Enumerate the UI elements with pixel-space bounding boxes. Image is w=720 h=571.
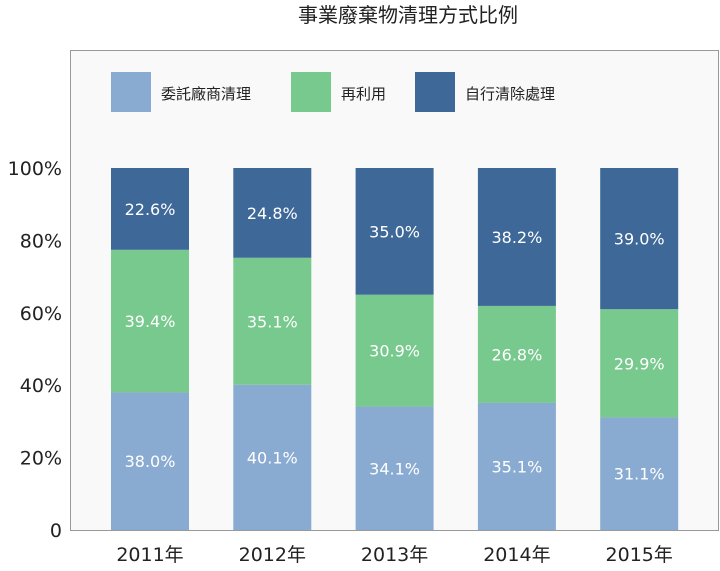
bar-segment bbox=[600, 417, 679, 530]
x-tick-label: 2013年 bbox=[361, 544, 428, 566]
y-axis: 0 20% 40% 60% 80% 100% bbox=[8, 158, 62, 542]
y-tick-label: 40% bbox=[20, 375, 62, 397]
legend-swatch bbox=[111, 72, 151, 112]
data-label: 26.8% bbox=[491, 345, 542, 364]
bar-segment bbox=[355, 294, 434, 407]
data-label: 40.1% bbox=[247, 448, 298, 467]
x-tick-label: 2011年 bbox=[116, 544, 183, 566]
data-label: 35.1% bbox=[491, 457, 542, 476]
x-tick-label: 2014年 bbox=[483, 544, 550, 566]
legend-swatch bbox=[415, 72, 455, 112]
legend-label: 委託廠商清理 bbox=[161, 85, 251, 103]
bar-segment bbox=[111, 249, 189, 393]
data-label: 22.6% bbox=[125, 200, 176, 219]
x-tick-label: 2015年 bbox=[606, 544, 673, 566]
legend-label: 自行清除處理 bbox=[465, 85, 555, 103]
y-tick-label: 0 bbox=[50, 520, 62, 542]
bar-segment bbox=[233, 168, 312, 258]
chart-title: 事業廢棄物清理方式比例 bbox=[298, 3, 518, 27]
data-label: 29.9% bbox=[614, 354, 665, 373]
data-label: 38.0% bbox=[125, 452, 176, 471]
y-tick-label: 100% bbox=[8, 158, 62, 180]
x-axis: 2011年 2012年 2013年 2014年 2015年 bbox=[116, 544, 673, 566]
bar-segment bbox=[111, 168, 189, 250]
y-tick-label: 80% bbox=[20, 230, 62, 252]
data-label: 30.9% bbox=[369, 342, 420, 361]
bar-segment bbox=[355, 406, 434, 530]
data-label: 39.0% bbox=[614, 230, 665, 249]
y-tick-label: 20% bbox=[20, 448, 62, 470]
bar-segment bbox=[477, 402, 556, 530]
data-label: 34.1% bbox=[369, 459, 420, 478]
legend-label: 再利用 bbox=[341, 85, 386, 103]
bar-segment bbox=[233, 384, 312, 530]
bars: 38.0% 39.4% 22.6% 40.1% 35.1% 24.8% 34.1% 30.9%… bbox=[111, 168, 679, 530]
legend-swatch bbox=[291, 72, 331, 112]
bar-segment bbox=[233, 257, 312, 385]
x-tick-label: 2012年 bbox=[239, 544, 306, 566]
bar-segment bbox=[355, 168, 434, 295]
data-label: 38.2% bbox=[491, 228, 542, 247]
y-tick-label: 60% bbox=[20, 303, 62, 325]
data-label: 35.0% bbox=[369, 222, 420, 241]
data-label: 35.1% bbox=[247, 312, 298, 331]
bar-segment bbox=[477, 305, 556, 403]
bar-segment bbox=[600, 168, 679, 310]
bar-segment bbox=[600, 309, 679, 418]
data-label: 24.8% bbox=[247, 204, 298, 223]
legend: 委託廠商清理 再利用 自行清除處理 bbox=[111, 72, 555, 112]
bar-segment bbox=[111, 392, 189, 530]
data-label: 39.4% bbox=[125, 312, 176, 331]
data-label: 31.1% bbox=[614, 465, 665, 484]
bar-segment bbox=[477, 168, 556, 306]
